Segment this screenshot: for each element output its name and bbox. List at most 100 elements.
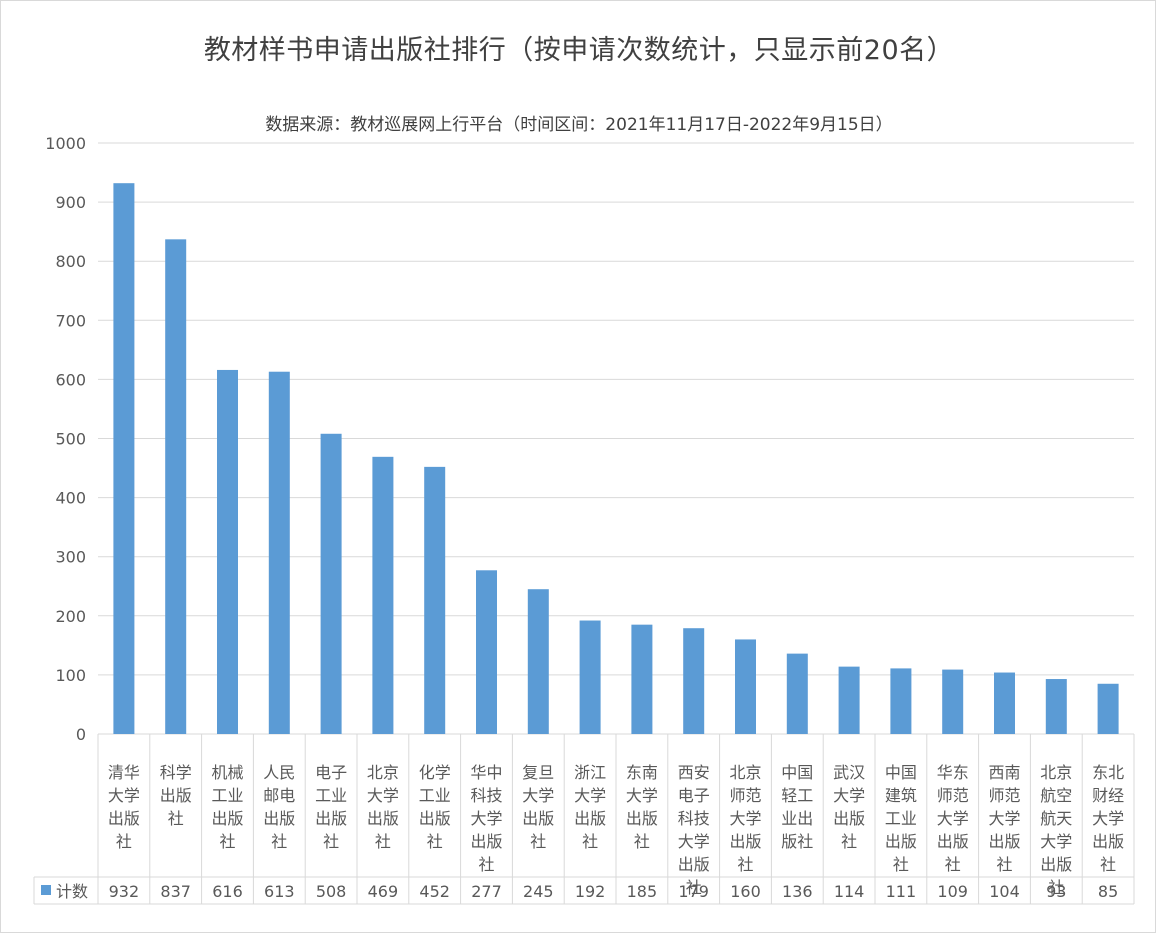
bar: [476, 570, 497, 734]
x-category-label: 电子: [315, 763, 347, 782]
x-category-label: 邮电: [263, 786, 295, 805]
x-category-label: 出版: [937, 832, 969, 851]
bar: [942, 669, 964, 734]
data-value-label: 111: [886, 882, 917, 901]
x-category-label: 社: [478, 855, 494, 874]
data-value-label: 109: [937, 882, 968, 901]
y-tick-label: 800: [55, 252, 86, 271]
data-value-label: 837: [160, 882, 191, 901]
bar: [838, 666, 860, 734]
legend-label: 计数: [56, 882, 88, 901]
x-category-label: 社: [996, 855, 1012, 874]
x-category-label: 机械: [211, 763, 243, 782]
x-category-label: 社: [737, 855, 753, 874]
data-value-label: 136: [782, 882, 813, 901]
bar: [683, 628, 705, 734]
data-value-label: 932: [109, 882, 140, 901]
x-category-label: 出版: [574, 809, 606, 828]
data-value-label: 613: [264, 882, 295, 901]
data-value-label: 93: [1046, 882, 1066, 901]
x-category-label: 出版: [419, 809, 451, 828]
bar: [372, 456, 394, 734]
x-category-label: 大学: [729, 809, 761, 828]
y-tick-label: 600: [55, 370, 86, 389]
x-category-label: 大学: [1092, 809, 1124, 828]
x-category-label: 社: [686, 878, 702, 897]
x-category-label: 科技: [678, 809, 710, 828]
x-category-label: 社: [427, 832, 443, 851]
data-value-label: 179: [678, 882, 709, 901]
data-value-label: 114: [834, 882, 865, 901]
data-value-label: 104: [989, 882, 1020, 901]
x-category-label: 北京: [367, 763, 399, 782]
x-category-label: 华中: [470, 763, 502, 782]
data-value-label: 452: [419, 882, 450, 901]
x-category-label: 出版: [1092, 832, 1124, 851]
y-tick-label: 500: [55, 430, 86, 449]
y-tick-label: 1000: [45, 134, 86, 153]
x-category-label: 工业: [419, 786, 451, 805]
x-category-label: 东南: [626, 763, 658, 782]
x-category-label: 社: [375, 832, 391, 851]
bar: [527, 589, 549, 734]
y-tick-label: 400: [55, 489, 86, 508]
x-category-label: 社: [841, 832, 857, 851]
data-value-label: 85: [1098, 882, 1118, 901]
bar: [217, 369, 238, 734]
x-category-label: 华东: [937, 763, 969, 782]
x-category-label: 轻工: [781, 786, 813, 805]
x-category-label: 西南: [988, 763, 1020, 782]
x-category-label: 化学: [419, 763, 451, 782]
bar: [631, 624, 653, 734]
x-category-label: 出版: [315, 809, 347, 828]
x-category-label: 中国: [885, 763, 917, 782]
bar: [735, 639, 756, 734]
bar: [165, 239, 187, 734]
x-category-label: 出版: [1040, 855, 1072, 874]
x-category-label: 出版: [729, 832, 761, 851]
y-tick-label: 200: [55, 607, 86, 626]
data-value-label: 192: [575, 882, 606, 901]
x-category-label: 清华: [108, 763, 140, 782]
x-category-label: 出版: [470, 832, 502, 851]
x-category-label: 西安: [678, 763, 710, 782]
x-category-label: 人民: [263, 763, 295, 782]
x-category-label: 大学: [470, 809, 502, 828]
x-category-label: 社: [530, 832, 546, 851]
y-tick-label: 900: [55, 193, 86, 212]
x-category-label: 北京: [729, 763, 761, 782]
x-category-label: 科学: [160, 763, 192, 782]
x-category-label: 工业: [211, 786, 243, 805]
bar: [320, 433, 342, 734]
data-value-label: 616: [212, 882, 243, 901]
x-category-label: 出版: [885, 832, 917, 851]
data-value-label: 245: [523, 882, 554, 901]
x-category-label: 出版: [263, 809, 295, 828]
y-tick-label: 700: [55, 311, 86, 330]
bar: [268, 371, 290, 734]
chart-subtitle: 数据来源：教材巡展网上行平台（时间区间：2021年11月17日-2022年9月1…: [265, 115, 893, 135]
x-category-label: 出版: [678, 855, 710, 874]
x-category-label: 社: [116, 832, 132, 851]
x-category-label: 社: [945, 855, 961, 874]
bar: [1097, 683, 1119, 734]
x-category-label: 航空: [1040, 786, 1072, 805]
bar: [994, 672, 1015, 734]
x-category-label: 社: [893, 855, 909, 874]
y-tick-label: 100: [55, 666, 86, 685]
x-category-label: 出版: [626, 809, 658, 828]
x-category-label: 大学: [367, 786, 399, 805]
x-category-label: 业出: [781, 809, 813, 828]
x-category-label: 社: [323, 832, 339, 851]
x-category-label: 社: [582, 832, 598, 851]
bar: [1045, 679, 1067, 734]
x-category-label: 中国: [781, 763, 813, 782]
x-category-label: 建筑: [885, 786, 917, 805]
y-tick-label: 300: [55, 548, 86, 567]
x-category-label: 师范: [729, 786, 761, 805]
x-category-label: 社: [634, 832, 650, 851]
x-category-label: 出版: [367, 809, 399, 828]
x-category-label: 大学: [522, 786, 554, 805]
chart-title: 教材样书申请出版社排行（按申请次数统计，只显示前20名）: [203, 35, 955, 66]
